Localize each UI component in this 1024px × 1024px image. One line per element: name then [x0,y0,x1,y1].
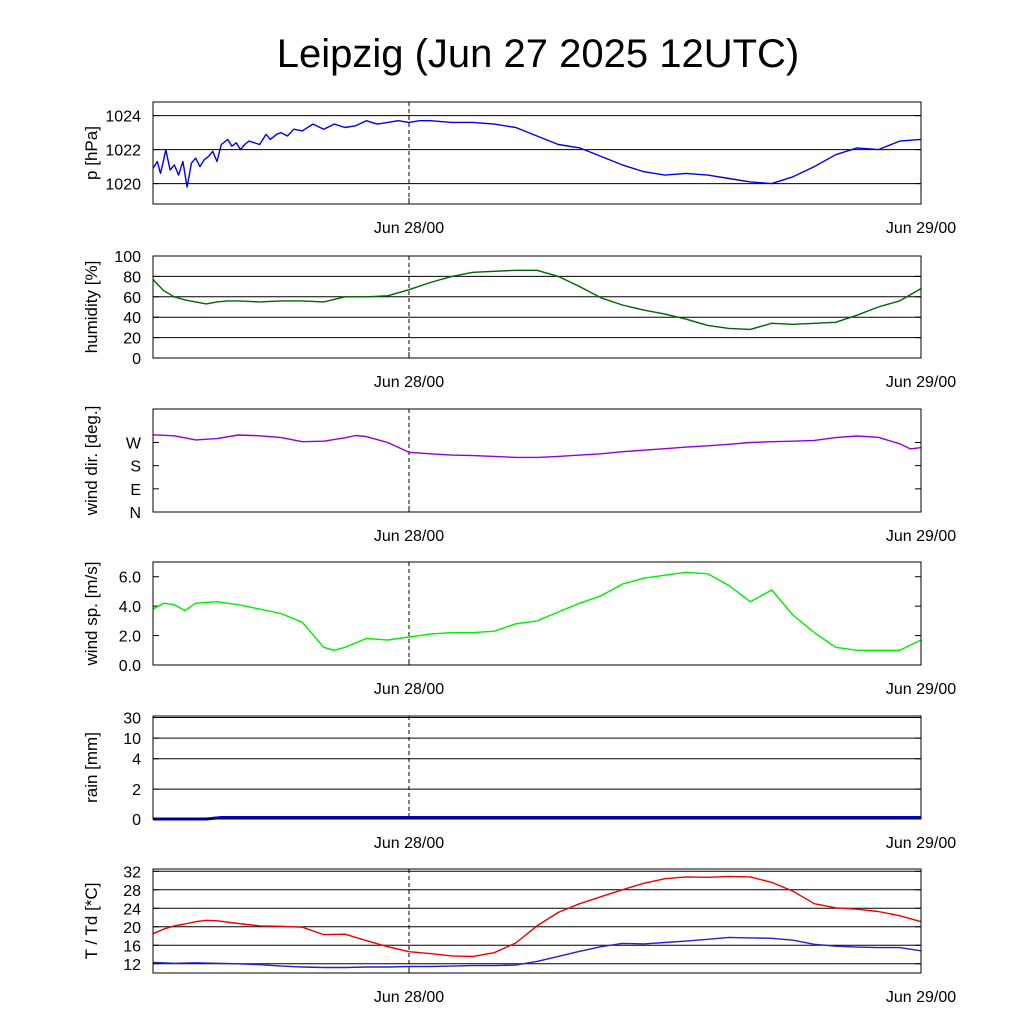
y-tick-label: 28 [123,883,141,900]
y-tick-label: 1024 [105,109,141,126]
y-tick-label: 1020 [105,177,141,194]
x-tick-label: Jun 29/00 [886,374,956,391]
temperature-series-line-1 [152,875,922,958]
y-tick-label: N [129,505,141,522]
y-axis-label: wind dir. [deg.] [82,406,101,517]
y-tick-label: 2.0 [119,629,141,646]
temperature-series-line-2 [152,936,922,969]
panel-frame [152,561,922,666]
panel-rain: 0 2 4 10 30 rain [mm] Jun 28/00 Jun 29/00 [82,711,956,852]
x-tick-label: Jun 28/00 [374,220,444,237]
x-tick-label: Jun 29/00 [886,681,956,698]
y-tick-label: 1022 [105,143,141,160]
y-tick-label: 24 [123,901,141,918]
y-tick-label: 6.0 [119,570,141,587]
y-tick-label: 10 [123,731,141,748]
y-axis-label: T / Td [*C] [82,883,101,960]
x-tick-label: Jun 28/00 [374,681,444,698]
panel-frame [152,101,922,205]
panel-frame [152,408,922,513]
panel-humidity: 0 20 40 60 80 100 humidity [%] Jun 28/00 Jun 29/… [82,249,956,391]
y-tick-label: 2 [132,782,141,799]
y-tick-label: 0 [132,812,141,829]
humidity-series-line-1 [152,269,922,331]
x-tick-label: Jun 29/00 [886,835,956,852]
y-axis-label: p [hPa] [82,126,101,180]
x-tick-label: Jun 28/00 [374,528,444,545]
x-tick-label: Jun 28/00 [374,835,444,852]
x-tick-label: Jun 28/00 [374,989,444,1006]
y-tick-label: 80 [123,269,141,286]
panel-frame [152,255,922,359]
y-tick-label: W [126,435,142,452]
x-tick-label: Jun 29/00 [886,220,956,237]
y-axis-label: wind sp. [m/s] [82,562,101,667]
y-tick-label: S [130,459,141,476]
y-tick-label: 30 [123,711,141,728]
y-tick-label: 32 [123,864,141,881]
pressure-series-line-1 [152,119,922,188]
y-tick-label: 0 [132,351,141,368]
y-tick-label: 4 [132,752,141,769]
y-tick-label: E [130,482,141,499]
y-tick-label: 16 [123,938,141,955]
wind-direction-series-line-1 [152,434,922,459]
y-axis-label: humidity [%] [82,261,101,354]
x-tick-label: Jun 29/00 [886,989,956,1006]
x-tick-label: Jun 28/00 [374,374,444,391]
y-tick-label: 4.0 [119,599,141,616]
y-tick-label: 12 [123,957,141,974]
y-tick-label: 60 [123,290,141,307]
y-tick-label: 20 [123,920,141,937]
panel-frame [152,715,922,820]
y-tick-label: 40 [123,310,141,327]
y-axis-label: rain [mm] [82,732,101,803]
y-tick-label: 0.0 [119,658,141,675]
y-tick-label: 100 [114,249,141,266]
wind-speed-series-line-1 [152,571,922,651]
panel-frame [152,868,922,974]
x-tick-label: Jun 29/00 [886,528,956,545]
panel-wind-speed: 0.0 2.0 4.0 6.0 wind sp. [m/s] Jun 28/00 Jun 2… [82,561,956,698]
y-tick-label: 20 [123,331,141,348]
chart-title: Leipzig (Jun 27 2025 12UTC) [277,32,800,76]
